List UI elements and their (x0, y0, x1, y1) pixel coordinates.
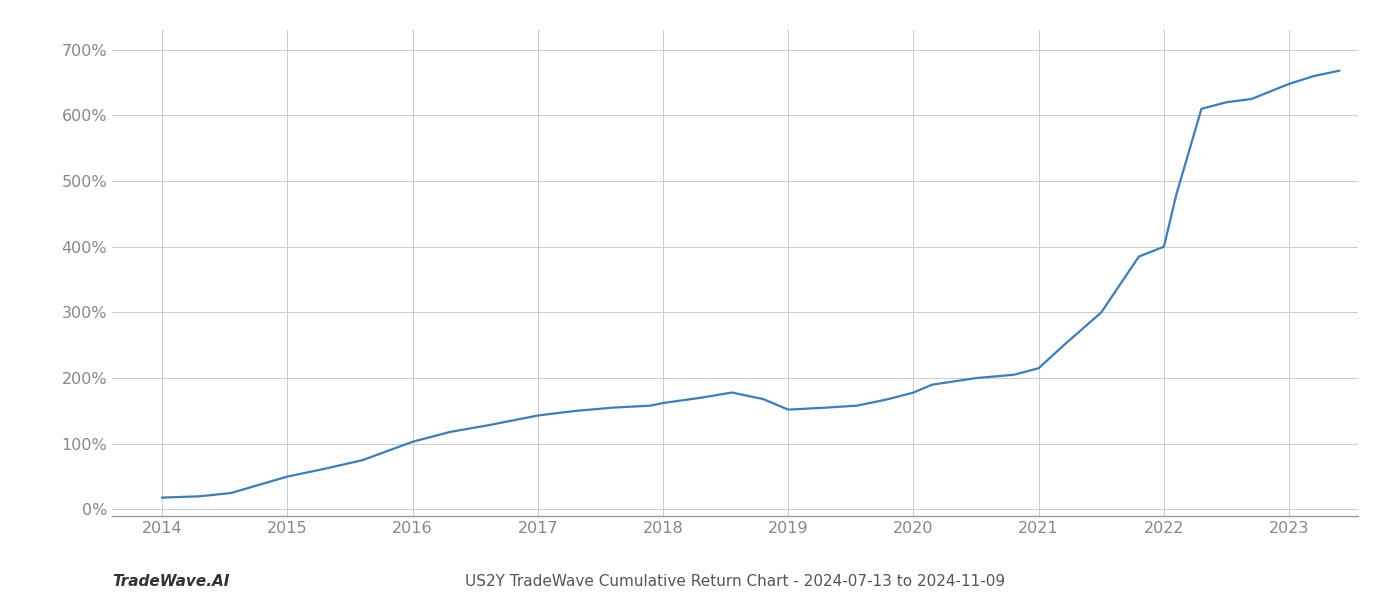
Text: TradeWave.AI: TradeWave.AI (112, 574, 230, 589)
Text: US2Y TradeWave Cumulative Return Chart - 2024-07-13 to 2024-11-09: US2Y TradeWave Cumulative Return Chart -… (465, 574, 1005, 589)
